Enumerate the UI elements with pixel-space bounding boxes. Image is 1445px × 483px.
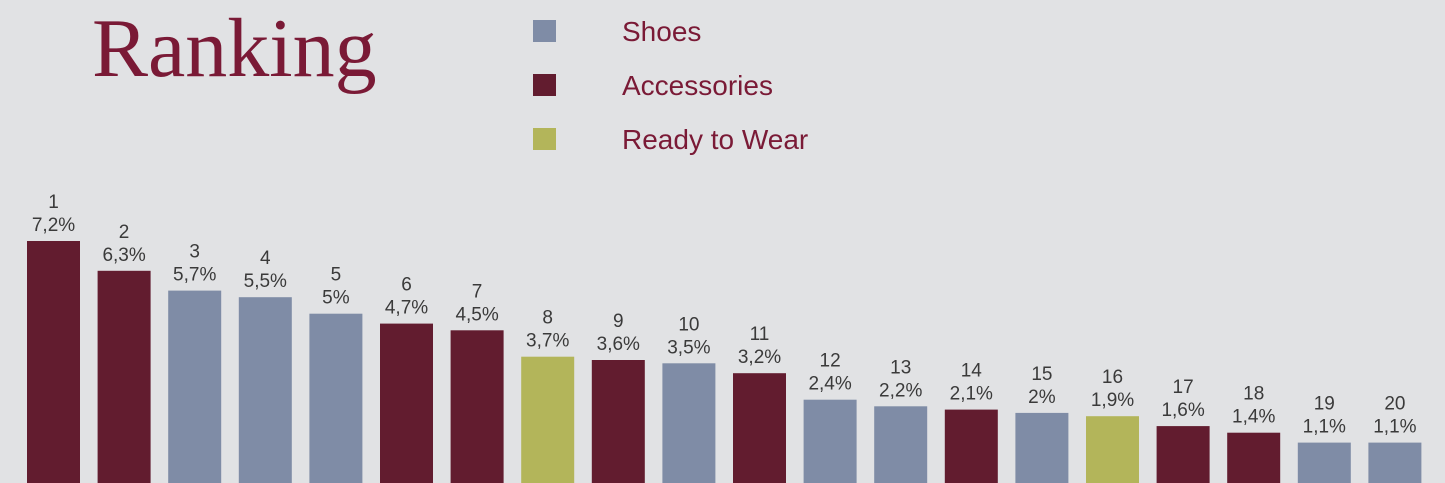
bar-rank-20	[1368, 442, 1422, 483]
bar-rank-15	[1015, 412, 1069, 483]
bar-rank-label: 7	[472, 281, 483, 302]
bar-rank-13	[874, 406, 928, 483]
bar-value-label: 3,6%	[597, 334, 640, 355]
bar-rank-label: 3	[189, 242, 200, 263]
bar-rank-19	[1297, 442, 1351, 483]
bar-rank-9	[591, 360, 645, 483]
bar-value-label: 2,2%	[879, 380, 922, 401]
bar-rank-label: 9	[613, 311, 624, 332]
chart-title: Ranking	[92, 2, 377, 95]
bar-rank-16	[1086, 416, 1139, 483]
chart-legend: Shoes Accessories Ready to Wear	[533, 16, 808, 155]
bar-rank-label: 11	[750, 324, 770, 345]
bar-value-label: 5,7%	[173, 265, 216, 286]
bar-value-label: 2,1%	[950, 384, 993, 405]
bar-rank-label: 15	[1031, 364, 1052, 385]
legend-label-rtw: Ready to Wear	[622, 124, 808, 155]
bar-rank-2	[97, 270, 151, 483]
bar-rank-label: 8	[542, 308, 553, 329]
bar-rank-label: 16	[1102, 367, 1123, 388]
bar-rank-label: 12	[820, 351, 841, 372]
legend-label-accessories: Accessories	[622, 70, 773, 101]
bars-group	[27, 241, 1422, 483]
bar-value-label: 1,9%	[1091, 390, 1134, 411]
bar-rank-label: 2	[119, 222, 130, 243]
legend-label-shoes: Shoes	[622, 16, 701, 47]
bar-rank-label: 19	[1314, 394, 1335, 415]
bar-value-label: 1,1%	[1303, 417, 1346, 438]
bar-rank-label: 20	[1384, 394, 1405, 415]
bar-rank-label: 18	[1243, 384, 1264, 405]
bar-value-label: 2%	[1028, 387, 1056, 408]
bar-rank-14	[944, 409, 998, 483]
bar-rank-label: 5	[331, 265, 342, 286]
bar-rank-label: 4	[260, 248, 271, 269]
bar-value-label: 5,5%	[244, 271, 287, 292]
bar-value-label: 3,7%	[526, 331, 569, 352]
bar-labels-group: 17,2% 26,3% 35,7%45,5% 55%64,7%74,5% 83,7%93…	[32, 192, 1417, 438]
bar-rank-label: 13	[890, 357, 911, 378]
bar-value-label: 4,7%	[385, 298, 428, 319]
bar-rank-label: 14	[961, 361, 983, 382]
legend-swatch-accessories	[533, 74, 556, 96]
bar-value-label: 6,3%	[102, 245, 145, 266]
bar-rank-label: 1	[48, 192, 59, 213]
legend-swatch-rtw	[533, 128, 556, 150]
bar-rank-10	[662, 363, 716, 483]
bar-value-label: 1,1%	[1373, 417, 1416, 438]
bar-rank-3	[168, 290, 222, 483]
bar-value-label: 1,6%	[1161, 400, 1204, 421]
legend-swatch-shoes	[533, 20, 556, 42]
bar-value-label: 2,4%	[808, 374, 851, 395]
bar-rank-12	[803, 399, 857, 483]
bar-rank-label: 6	[401, 275, 412, 296]
bar-rank-label: 17	[1173, 377, 1194, 398]
bar-rank-18	[1227, 432, 1281, 483]
bar-rank-5	[309, 313, 363, 483]
bar-rank-4	[238, 297, 292, 483]
bar-rank-7	[450, 330, 504, 483]
bar-value-label: 7,2%	[32, 215, 75, 236]
bar-value-label: 4,5%	[455, 304, 498, 325]
bar-value-label: 3,2%	[738, 347, 781, 368]
bar-rank-11	[733, 373, 786, 483]
bar-rank-1	[27, 241, 80, 483]
bar-rank-8	[521, 356, 575, 483]
bar-rank-label: 10	[678, 314, 699, 335]
bar-rank-6	[380, 323, 433, 483]
bar-rank-17	[1156, 426, 1210, 483]
bar-value-label: 1,4%	[1232, 407, 1275, 428]
bar-value-label: 5%	[322, 288, 350, 309]
bar-value-label: 3,5%	[667, 337, 710, 358]
